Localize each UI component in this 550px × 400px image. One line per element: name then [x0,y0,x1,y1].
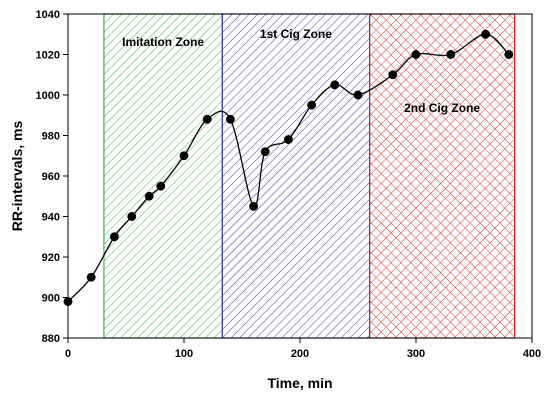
x-tick-label: 100 [175,348,193,360]
y-tick-label: 1000 [36,90,60,102]
y-tick-label: 980 [42,131,60,143]
labels-layer: Imitation Zone 1st Cig Zone 2nd Cig Zone [122,27,480,115]
data-point [144,191,154,201]
data-point [249,201,259,211]
data-point [330,80,340,90]
y-tick-label: 1020 [36,50,60,62]
data-point [260,147,270,157]
x-tick-label: 200 [291,348,309,360]
zone-2-label: 1st Cig Zone [260,27,332,41]
data-point [353,90,363,100]
zone-1-area [103,13,223,339]
y-tick-label: 900 [42,293,60,305]
zone-1-label: Imitation Zone [122,35,204,49]
data-point [63,297,73,306]
data-point [225,114,235,124]
y-tick-label: 880 [42,333,60,345]
y-tick-label: 1040 [36,9,60,21]
axes-layer: 880 900 920 940 960 980 1000 1020 1040 0 100 200 300… [9,9,541,391]
zone-3-label: 2nd Cig Zone [404,101,480,115]
data-point [179,151,189,161]
y-tick-label: 920 [42,252,60,264]
y-tick-label: 940 [42,212,60,224]
x-tick-label: 300 [407,348,425,360]
data-point [127,212,137,221]
data-point [86,272,96,282]
zone-2-area [221,13,371,339]
x-axis-title: Time, min [267,375,332,391]
data-point [202,114,212,124]
data-point [109,232,119,242]
x-tick-label: 400 [523,348,541,360]
data-point [156,181,166,191]
data-point [283,135,293,145]
x-tick-label: 0 [65,348,71,360]
series-layer [63,29,514,306]
zones-layer [103,13,516,339]
data-point [388,70,398,80]
data-point [504,50,514,59]
y-axis-title: RR-intervals, ms [9,121,25,232]
data-point [307,100,317,110]
data-point [411,50,421,59]
data-point [481,29,491,39]
zone-3-area [369,13,516,339]
data-point [446,50,456,59]
y-tick-label: 960 [42,171,60,183]
